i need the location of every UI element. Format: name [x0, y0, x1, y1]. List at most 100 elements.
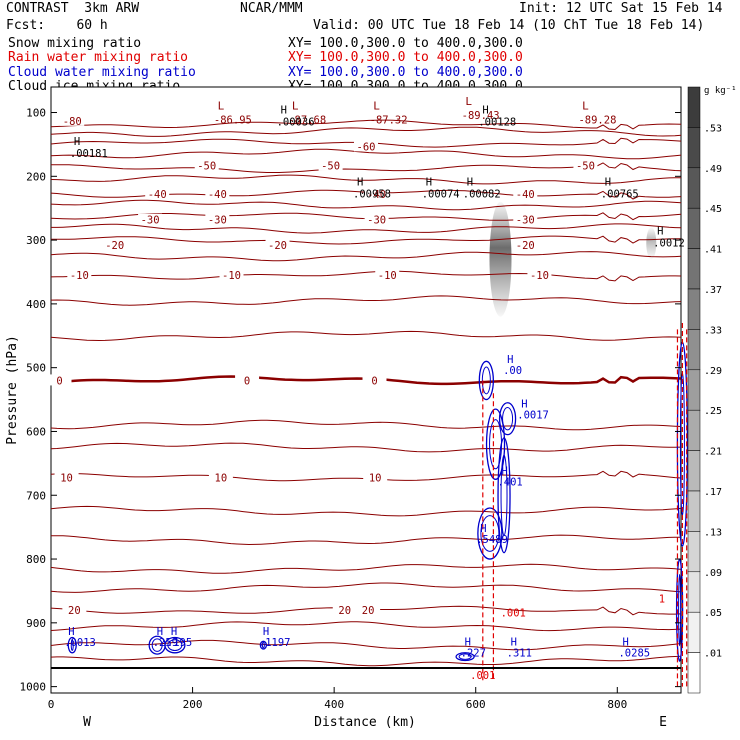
cloud-water-contour-inner-4: [502, 407, 514, 431]
cloud-water-contour-4: [498, 402, 517, 436]
cloud-high-symbol-10: H: [521, 399, 527, 411]
y-tick-label-800: 800: [26, 553, 46, 566]
colorbar-label-5: .33: [704, 325, 722, 336]
contour-label-1: -60: [357, 141, 376, 153]
temp-low-symbol-2: L: [373, 99, 380, 112]
colorbar-label-9: .17: [704, 487, 722, 498]
west-label: W: [83, 715, 91, 730]
isotherm--20: [50, 235, 681, 245]
snow-high-symbol-6: H: [605, 176, 611, 188]
colorbar-swatch-0: [687, 86, 701, 128]
snow-high-value-0: .00036: [277, 116, 315, 128]
cloud-water-contour-inner-9: [167, 639, 183, 652]
cloud-high-value-3: .1197: [259, 637, 291, 649]
cloud-high-symbol-2: H: [171, 626, 177, 638]
contour-label-27: 20: [338, 605, 351, 617]
y-tick-label-700: 700: [26, 489, 46, 502]
contour-label-bg: [265, 239, 290, 251]
colorbar-swatch-10: [687, 490, 701, 532]
cloud-water-contour-inner-10: [261, 641, 265, 649]
isotherm-line: [50, 330, 682, 342]
contour-label-bg: [318, 159, 343, 171]
cloud-high-value-8: .401: [497, 477, 522, 489]
colorbar: .53 .49 .45 .41 .37 .33 .29 .25 .21 .17 .13 .09 .05.…: [687, 86, 722, 694]
contour-label-bg: [362, 374, 387, 386]
y-tick-label-100: 100: [26, 107, 46, 120]
valid-time: Valid: 00 UTC Tue 18 Feb 14 (10 ChT Tue …: [313, 18, 705, 33]
cloud-water-contour-inner-3: [500, 454, 508, 536]
contour-label-21: 0: [244, 375, 250, 387]
contour-label-18: -10: [378, 270, 397, 282]
contour-label-14: -20: [268, 240, 287, 252]
contour-label-6: -40: [208, 189, 227, 201]
snow-high-value-1: .00128: [478, 116, 516, 128]
contour-label-10: -30: [208, 215, 227, 227]
y-tick-label-400: 400: [26, 298, 46, 311]
colorbar-swatch-4: [687, 248, 701, 290]
x-tick-label-200: 200: [183, 698, 203, 711]
colorbar-label-10: .13: [704, 527, 722, 538]
x-axis-label: Distance (km): [314, 715, 416, 730]
contour-label-bg: [364, 213, 389, 225]
contour-label-bg: [208, 471, 233, 483]
colorbar-label-12: .05: [704, 608, 722, 619]
field-snow: Snow mixing ratio: [8, 36, 142, 51]
contour-label-4: -50: [576, 160, 595, 172]
rain-contours: [482, 323, 688, 687]
temp-low-symbol-0: L: [218, 99, 225, 112]
contour-label-bg: [60, 114, 85, 126]
cloud-water-contour-2: [477, 507, 503, 560]
contour-label-bg: [47, 374, 72, 386]
contour-label-0: -80: [63, 116, 82, 128]
isotherm-line: [50, 148, 682, 160]
isotherm-line: [50, 655, 682, 667]
rain-value-2: 1: [659, 593, 665, 605]
cloud-water-contour-inner-2: [480, 515, 500, 552]
contour-label-bg: [513, 239, 538, 251]
cloud-high-symbol-1: H: [157, 626, 163, 638]
temp-low-symbol-1: L: [292, 99, 299, 112]
contour-label-bg: [527, 269, 552, 281]
snow-high-value-2: .00181: [70, 148, 108, 160]
contour-label-2: -50: [197, 160, 216, 172]
colorbar-label-3: .41: [704, 245, 722, 256]
field-rain-xy: XY= 100.0,300.0 to 400.0,300.0: [288, 50, 523, 65]
y-axis-label: Pressure (hPa): [5, 335, 20, 445]
colorbar-label-6: .29: [704, 366, 722, 377]
isotherm-line: [51, 534, 681, 546]
snow-high-symbol-0: H: [281, 104, 287, 116]
field-rain: Rain water mixing ratio: [8, 50, 189, 65]
isotherm-line: [50, 563, 682, 574]
snow-high-value-7: .0012: [653, 237, 685, 249]
isotherm-line: [50, 505, 682, 517]
cloud-high-value-10: .0017: [517, 410, 549, 422]
contour-label-26: 20: [68, 605, 81, 617]
y-tick-label-600: 600: [26, 425, 46, 438]
snow-high-symbol-2: H: [74, 136, 80, 148]
y-tick-label-900: 900: [26, 617, 46, 630]
isotherm-line: [50, 251, 682, 262]
snow-plume-1: [646, 227, 657, 260]
isotherm-line: [50, 639, 682, 651]
isotherm-line: [50, 295, 682, 306]
snow-shading-layer: [489, 201, 657, 317]
cloud-water-contour-0: [478, 360, 494, 401]
colorbar-swatch-1: [687, 127, 701, 169]
snow-high-symbol-3: H: [357, 176, 363, 188]
contour-label-15: -20: [516, 240, 535, 252]
colorbar-unit: g kg⁻¹: [704, 86, 737, 96]
colorbar-swatch-12: [687, 571, 701, 613]
temp-low-symbol-3: L: [465, 95, 472, 108]
cloud-high-value-9: .00: [503, 365, 522, 377]
colorbar-swatch-9: [687, 450, 701, 492]
isotherm-line: [50, 419, 682, 431]
cloud-high-value-4: .227: [461, 648, 486, 660]
colorbar-swatch-6: [687, 329, 701, 371]
cloud-water-contour-10: [259, 640, 268, 650]
snow-high-value-4: .00074: [422, 188, 460, 200]
contour-label-bg: [205, 188, 230, 200]
colorbar-swatch-5: [687, 288, 701, 330]
isotherm-line: [50, 442, 682, 453]
colorbar-label-1: .49: [704, 164, 722, 175]
